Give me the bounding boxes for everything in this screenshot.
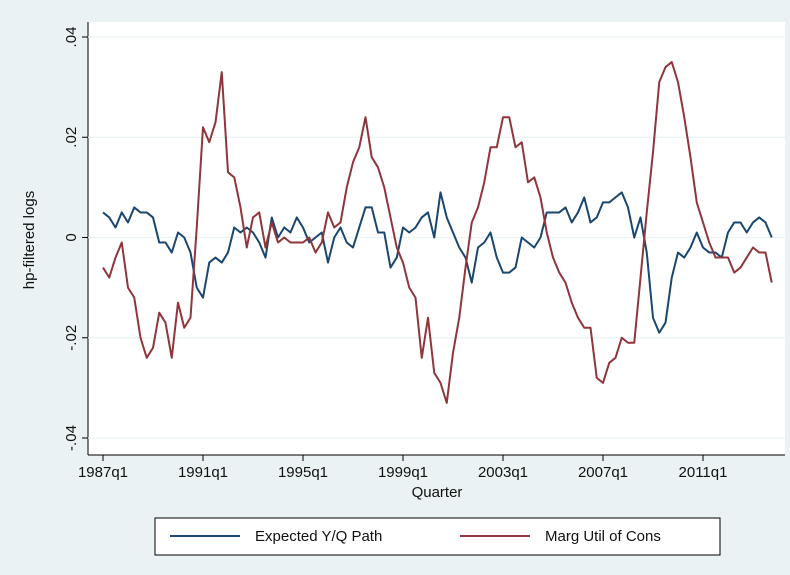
x-tick-label: 2011q1 [679,464,728,481]
legend-label: Marg Util of Cons [545,528,661,545]
x-tick-label: 2003q1 [478,464,528,481]
x-tick-label: 1995q1 [278,464,328,481]
line-series [102,191,773,334]
x-tick-label: 1991q1 [178,464,228,481]
y-tick-label: 0 [63,233,80,241]
x-tick-label: 1987q1 [78,464,128,481]
y-tick-label: .02 [63,127,80,148]
legend-label: Expected Y/Q Path [255,528,382,545]
line-series [102,61,773,404]
y-tick-label: -.04 [63,425,80,451]
y-axis-title: hp-filtered logs [21,191,38,289]
x-tick-label: 1999q1 [378,464,428,481]
legend [154,517,721,556]
y-tick-label: -.02 [63,325,80,351]
x-tick-label: 2007q1 [578,464,628,481]
plot-area [88,22,785,455]
x-axis-title: Quarter [412,484,463,501]
y-tick-label: .04 [63,27,80,48]
